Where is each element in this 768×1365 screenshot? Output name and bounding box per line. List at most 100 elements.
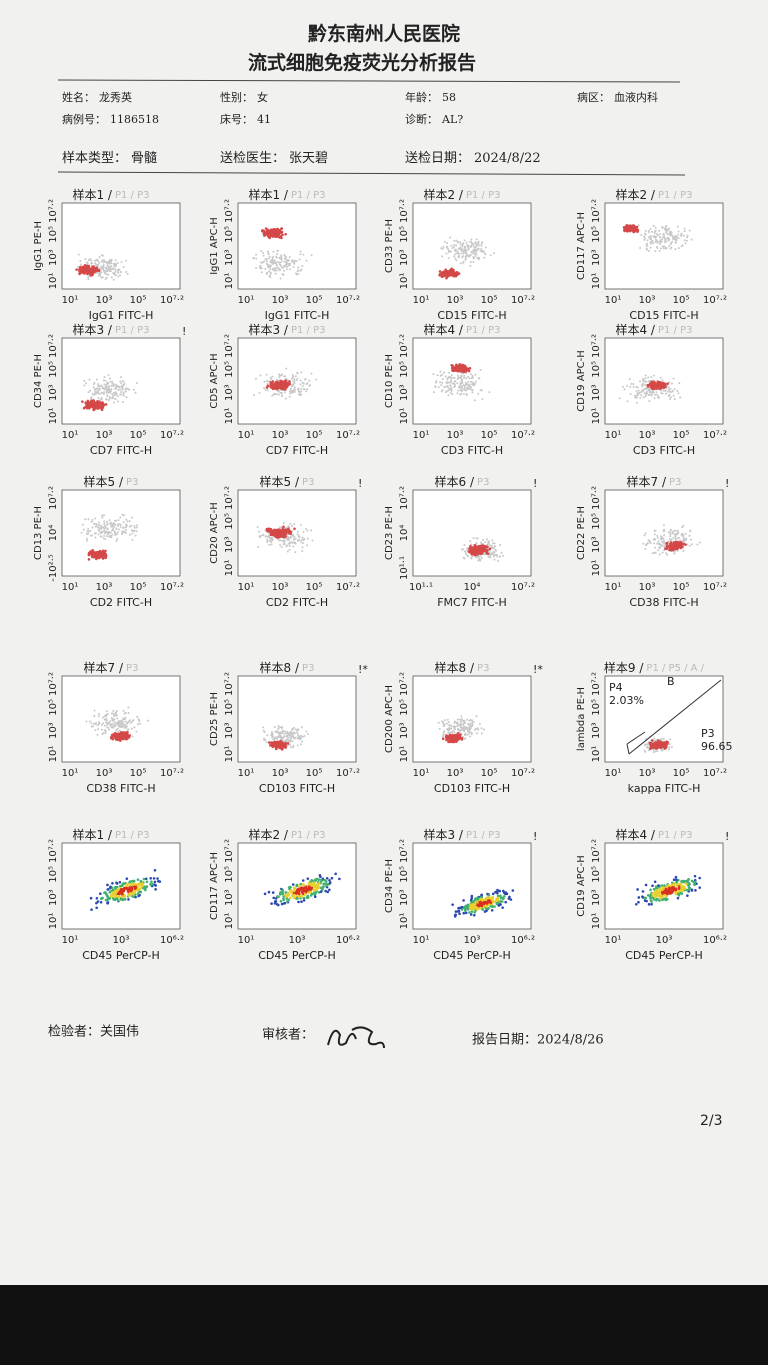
event-dot — [90, 273, 94, 277]
event-dot — [283, 542, 286, 545]
event-dot — [105, 384, 108, 387]
event-dot — [100, 268, 103, 271]
event-dot — [466, 547, 469, 550]
event-dot — [265, 373, 268, 376]
y-tick-label: 10¹ — [591, 273, 602, 290]
event-dot — [466, 554, 469, 557]
event-dot — [125, 518, 128, 521]
event-dot — [285, 367, 288, 370]
event-dot — [696, 543, 699, 546]
event-dot — [131, 532, 134, 535]
event-dot — [267, 232, 271, 235]
event-dot — [472, 720, 475, 723]
x-tick-label: 10³ — [639, 430, 656, 441]
event-dot — [462, 242, 465, 245]
event-dot — [472, 250, 475, 253]
event-dot — [444, 375, 447, 378]
event-dot — [262, 229, 266, 233]
event-dot — [468, 383, 471, 386]
event-dot — [297, 390, 300, 393]
event-dot — [275, 264, 278, 267]
x-axis-label: CD103 FITC-H — [434, 782, 510, 795]
event-dot — [656, 393, 659, 396]
event-dot — [454, 737, 457, 741]
event-dot — [463, 364, 467, 368]
event-dot — [452, 376, 455, 379]
event-dot — [256, 526, 259, 529]
event-dot — [650, 238, 653, 241]
event-dot — [107, 531, 110, 534]
event-dot — [489, 556, 492, 559]
x-tick-label: 10³ — [96, 430, 113, 441]
event-dot — [670, 233, 673, 236]
plot-frame — [61, 489, 181, 577]
event-dot — [136, 524, 139, 527]
y-tick-label: 10¹ — [48, 273, 59, 290]
y-tick-label: 10⁷·² — [399, 334, 410, 358]
event-dot — [645, 543, 648, 546]
event-dot — [682, 534, 685, 537]
event-dot — [662, 743, 666, 747]
event-dot — [480, 544, 483, 548]
event-dot — [269, 264, 272, 267]
event-dot — [669, 531, 672, 534]
event-dot — [92, 724, 95, 727]
event-dot — [483, 544, 486, 548]
y-tick-label: 10⁷·² — [591, 486, 602, 510]
event-dot — [112, 722, 115, 725]
event-dot — [134, 391, 137, 394]
event-dot — [265, 260, 268, 263]
event-dot — [470, 238, 473, 241]
event-dot — [121, 385, 124, 388]
gate-label: P4 — [609, 681, 623, 694]
event-dot — [260, 271, 263, 274]
event-dot — [133, 524, 136, 527]
event-dot — [654, 393, 657, 396]
event-dot — [674, 538, 677, 541]
event-dot — [471, 550, 475, 553]
event-dot — [115, 527, 118, 530]
event-dot — [119, 726, 122, 729]
event-dot — [654, 250, 657, 253]
event-dot — [638, 380, 641, 383]
event-dot — [453, 731, 456, 734]
y-tick-label: 10⁷·² — [591, 199, 602, 223]
event-dot — [690, 238, 693, 241]
event-dot — [484, 253, 487, 256]
event-dot — [447, 249, 450, 252]
event-dot — [97, 715, 100, 718]
event-dot — [447, 721, 450, 724]
y-tick-label: 10⁷·² — [48, 672, 59, 696]
event-dot — [121, 526, 124, 529]
event-dot — [85, 720, 88, 723]
info-field: 送检日期： 2024/8/22 — [405, 151, 541, 166]
event-dot — [663, 539, 666, 542]
event-dot — [270, 532, 273, 536]
event-dot — [283, 379, 287, 383]
event-dot — [110, 735, 113, 739]
plot-title: 样本3 /P1 / P3 — [72, 322, 149, 337]
event-dot — [462, 261, 465, 264]
event-dot — [436, 374, 439, 377]
event-dot — [667, 395, 670, 398]
x-axis-label: CD2 FITC-H — [266, 596, 328, 609]
event-dot — [457, 240, 460, 243]
event-dot — [441, 381, 444, 384]
event-dot — [470, 557, 473, 560]
event-dot — [472, 244, 475, 247]
event-dot — [102, 379, 105, 382]
event-dot — [295, 379, 298, 382]
event-dot — [669, 397, 672, 400]
event-dot — [286, 550, 289, 553]
event-dot — [673, 238, 676, 241]
event-dot — [83, 263, 87, 267]
event-dot — [471, 382, 474, 385]
event-dot — [280, 546, 283, 549]
event-dot — [300, 387, 303, 390]
event-dot — [453, 239, 456, 242]
event-dot — [87, 558, 91, 561]
event-dot — [131, 516, 134, 519]
event-dot — [667, 245, 670, 248]
event-dot — [260, 267, 263, 270]
info-value: 女 — [257, 90, 268, 104]
